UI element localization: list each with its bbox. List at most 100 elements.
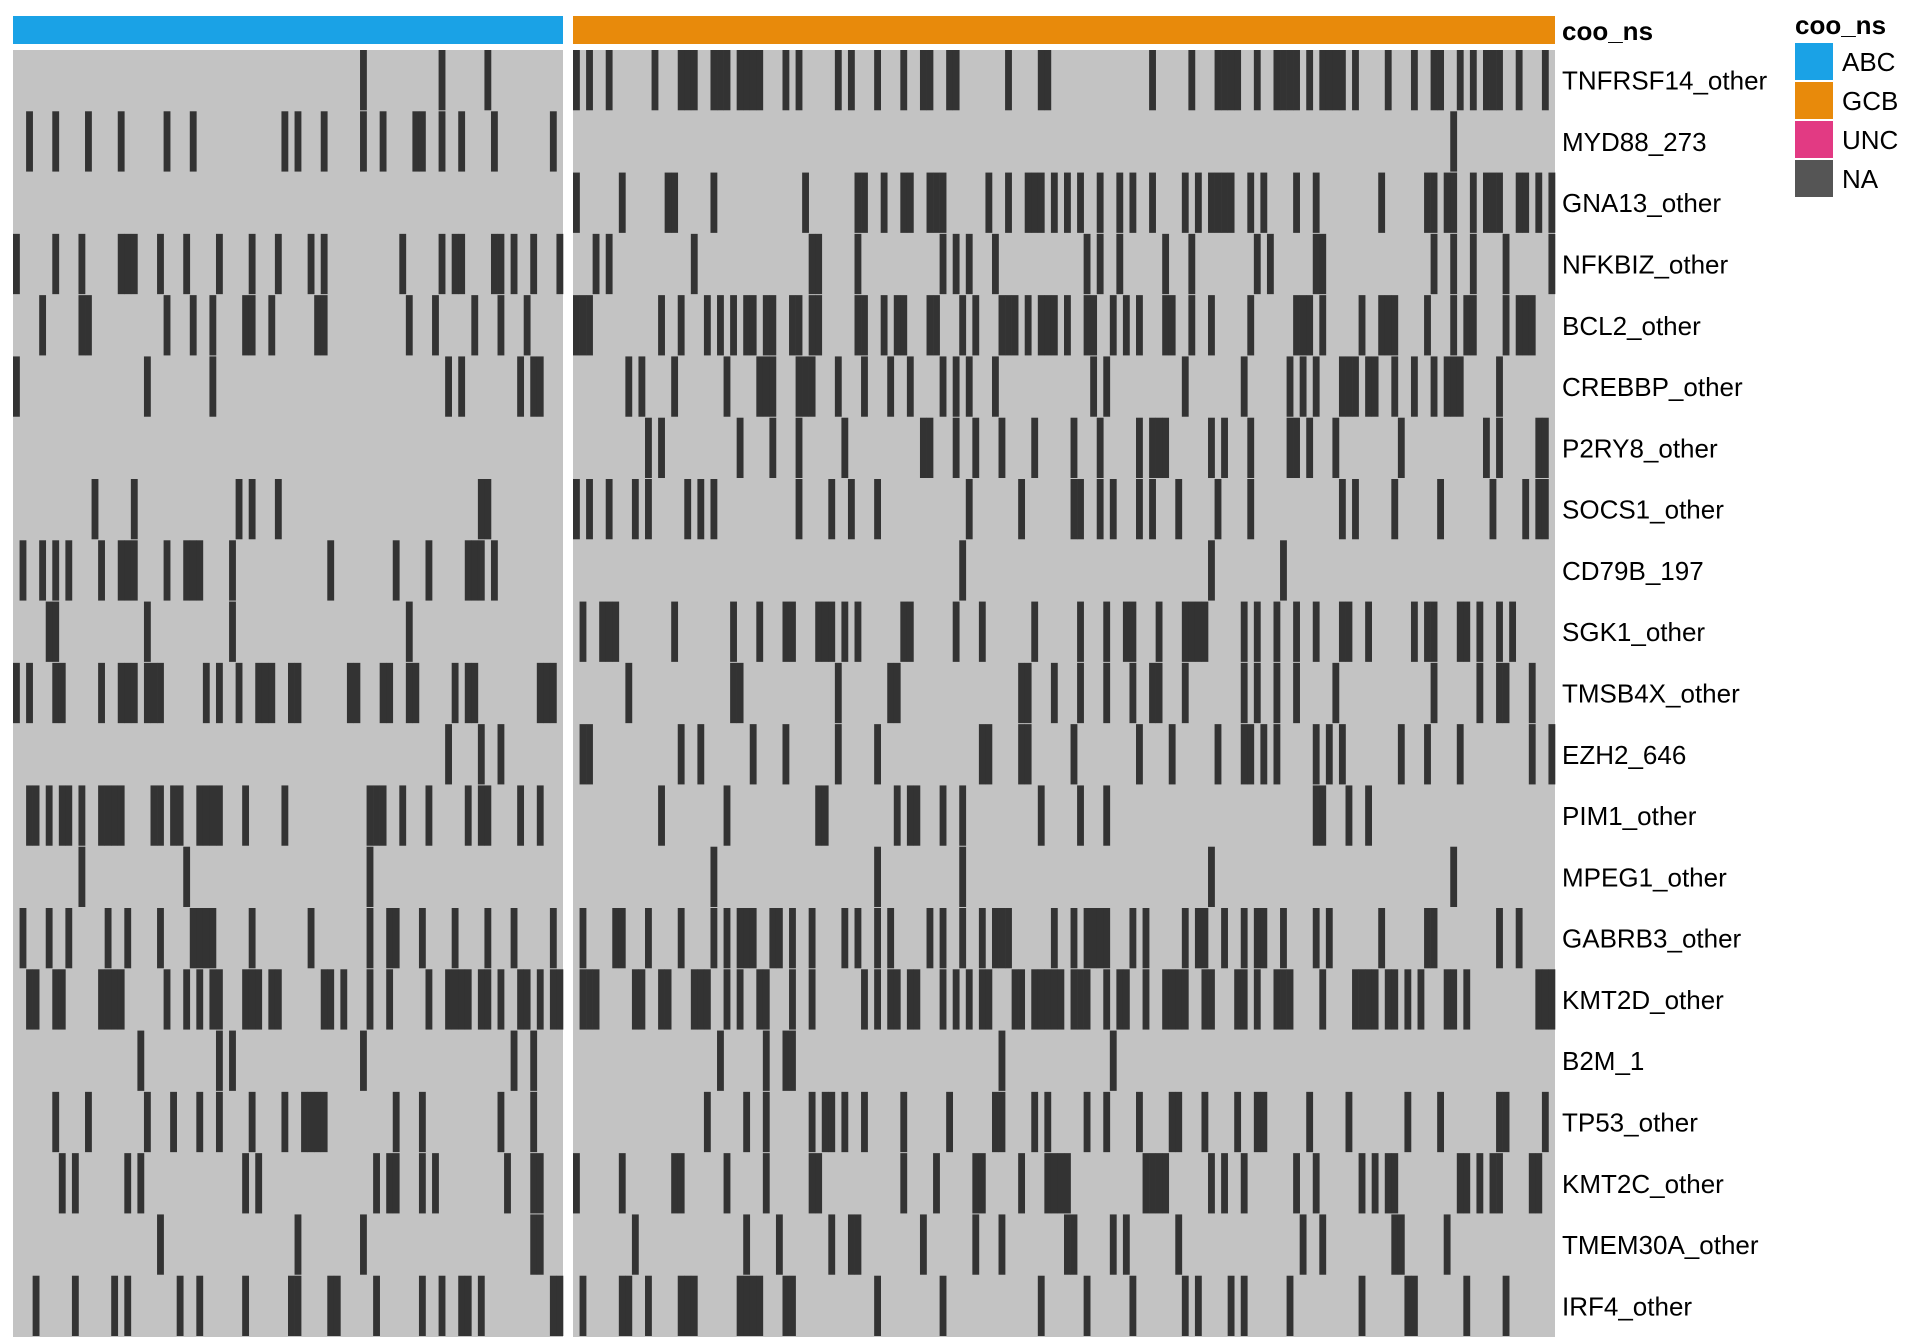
mutation-cell — [1253, 601, 1261, 662]
mutation-cell — [1260, 908, 1268, 969]
mutation-cell — [405, 601, 413, 662]
mutation-cell — [1391, 295, 1399, 356]
mutation-cell — [972, 417, 980, 478]
mutation-cell — [1489, 479, 1497, 540]
mutation-cell — [952, 969, 960, 1030]
mutation-cell — [517, 785, 525, 846]
mutation-cell — [281, 785, 289, 846]
mutation-cell — [1077, 785, 1084, 846]
mutation-cell — [52, 540, 60, 601]
mutation-cell — [684, 479, 692, 540]
mutation-cell — [985, 172, 993, 233]
mutation-cell — [1234, 50, 1242, 111]
mutation-cell — [32, 785, 40, 846]
mutation-cell — [985, 969, 993, 1030]
legend-swatch — [1795, 160, 1833, 197]
mutation-cell — [366, 846, 374, 907]
mutation-cell — [484, 969, 492, 1030]
mutation-cell — [209, 908, 217, 969]
mutation-cell — [274, 969, 282, 1030]
mutation-cell — [612, 601, 620, 662]
mutation-cell — [579, 724, 587, 785]
mutation-cell — [386, 969, 394, 1030]
mutation-cell — [418, 1091, 426, 1153]
row-label: PIM1_other — [1562, 801, 1697, 831]
mutation-cell — [255, 1153, 263, 1214]
mutation-cell — [919, 417, 927, 478]
mutation-cell — [605, 479, 613, 540]
mutation-cell — [1502, 295, 1510, 356]
mutation-cell — [1168, 295, 1176, 356]
mutation-cell — [1162, 417, 1170, 478]
mutation-cell — [762, 295, 770, 356]
mutation-cell — [1515, 295, 1523, 356]
mutation-cell — [1103, 908, 1111, 969]
mutation-cell — [1456, 601, 1464, 662]
mutation-cell — [1430, 233, 1438, 295]
mutation-cell — [1122, 601, 1130, 662]
mutation-cell — [985, 724, 993, 785]
mutation-cell — [998, 908, 1006, 969]
mutation-cell — [579, 1275, 587, 1336]
mutation-cell — [52, 662, 60, 724]
mutation-cell — [183, 969, 191, 1030]
mutation-cell — [451, 662, 459, 724]
mutation-cell — [1528, 295, 1536, 356]
mutation-cell — [1044, 1091, 1052, 1153]
mutation-cell — [1037, 969, 1045, 1030]
mutation-cell — [900, 1153, 908, 1214]
mutation-cell — [1352, 969, 1359, 1030]
mutation-cell — [477, 785, 485, 846]
annotation-cell-gcb — [573, 16, 1555, 44]
mutation-cell — [723, 908, 731, 969]
mutation-cell — [1253, 1091, 1261, 1153]
mutation-cell — [998, 1214, 1006, 1275]
legend-label: NA — [1842, 164, 1879, 194]
mutation-cell — [1208, 846, 1215, 907]
mutation-cell — [1221, 417, 1228, 478]
mutation-cell — [874, 724, 881, 785]
mutation-cell — [1476, 601, 1484, 662]
mutation-cell — [743, 908, 751, 969]
mutation-cell — [366, 785, 374, 846]
mutation-cell — [1391, 1214, 1399, 1275]
mutation-cell — [1424, 908, 1431, 969]
mutation-cell — [52, 111, 60, 172]
mutation-cell — [215, 1091, 223, 1153]
mutation-cell — [795, 356, 803, 417]
mutation-cell — [209, 356, 217, 417]
mutation-cell — [78, 295, 86, 356]
mutation-cell — [1109, 1214, 1117, 1275]
mutation-cell — [477, 969, 485, 1030]
mutation-cell — [1312, 356, 1320, 417]
mutation-cell — [1482, 50, 1490, 111]
mutation-cell — [85, 1091, 92, 1153]
mutation-cell — [1096, 417, 1104, 478]
mutation-cell — [1424, 295, 1431, 356]
mutation-cell — [405, 662, 413, 724]
mutation-cell — [880, 295, 888, 356]
mutation-cell — [1018, 969, 1026, 1030]
mutation-cell — [1365, 785, 1372, 846]
mutation-cell — [13, 233, 20, 295]
heatmap-cells — [13, 50, 1556, 1337]
mutation-cell — [959, 785, 967, 846]
mutation-cell — [1358, 1153, 1366, 1214]
mutation-cell — [307, 1091, 315, 1153]
row-label: SGK1_other — [1562, 617, 1705, 647]
mutation-cell — [762, 356, 770, 417]
mutation-cell — [762, 1153, 770, 1214]
mutation-cell — [1391, 479, 1399, 540]
mutation-cell — [1286, 356, 1294, 417]
mutation-cell — [1155, 1153, 1163, 1214]
mutation-cell — [1103, 662, 1111, 724]
mutation-cell — [808, 233, 816, 295]
mutation-cell — [464, 969, 472, 1030]
mutation-cell — [1188, 295, 1196, 356]
mutation-cell — [861, 172, 868, 233]
mutation-cell — [1253, 662, 1261, 724]
mutation-cell — [1496, 908, 1503, 969]
mutation-cell — [1306, 417, 1314, 478]
mutation-cell — [730, 662, 737, 724]
mutation-cell — [1031, 1091, 1039, 1153]
